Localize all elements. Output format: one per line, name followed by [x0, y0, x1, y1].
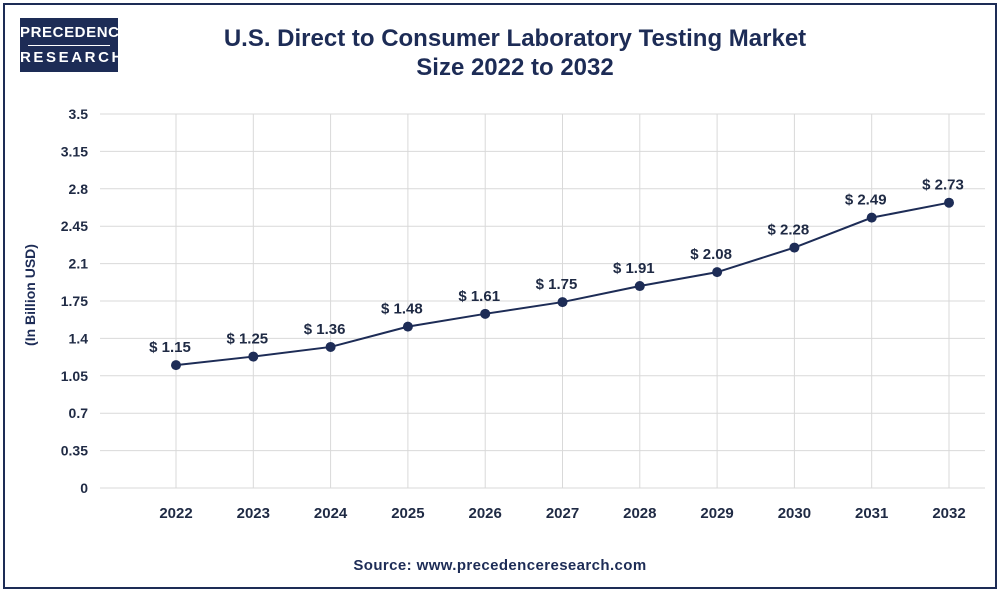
data-label: $ 2.28 — [768, 222, 810, 239]
data-point — [557, 297, 568, 308]
data-label: $ 2.08 — [690, 246, 732, 263]
chart-title: U.S. Direct to Consumer Laboratory Testi… — [200, 24, 830, 82]
chart-title-line-1: U.S. Direct to Consumer Laboratory Testi… — [223, 25, 807, 52]
y-tick-label: 1.75 — [61, 293, 88, 309]
x-tick-label: 2022 — [159, 505, 192, 522]
data-point — [789, 242, 800, 253]
y-tick-label: 0.7 — [69, 405, 89, 421]
x-tick-label: 2029 — [700, 505, 733, 522]
data-label: $ 2.73 — [922, 177, 964, 194]
data-label: $ 1.36 — [304, 321, 346, 338]
x-tick-label: 2026 — [469, 505, 502, 522]
chart-title-line-2: Size 2022 to 2032 — [416, 54, 614, 81]
y-tick-label: 2.8 — [69, 181, 89, 197]
chart-frame — [3, 3, 997, 589]
data-label: $ 1.15 — [149, 339, 191, 356]
data-label: $ 1.75 — [536, 276, 578, 293]
data-label: $ 1.25 — [226, 331, 268, 348]
data-point — [712, 267, 723, 278]
x-tick-label: 2031 — [855, 505, 888, 522]
logo-divider — [28, 45, 110, 46]
y-tick-label: 0.35 — [61, 443, 88, 459]
y-tick-label: 1.4 — [69, 330, 89, 346]
y-tick-label: 2.1 — [69, 256, 89, 272]
x-tick-label: 2023 — [237, 505, 270, 522]
x-tick-label: 2032 — [932, 505, 965, 522]
data-label: $ 1.48 — [381, 301, 423, 318]
y-tick-label: 0 — [80, 480, 88, 496]
data-point — [248, 351, 259, 362]
x-tick-label: 2027 — [546, 505, 579, 522]
x-tick-label: 2025 — [391, 505, 424, 522]
logo-line-1: PRECEDENCE — [20, 24, 131, 41]
data-label: $ 2.49 — [845, 192, 887, 209]
data-label: $ 1.61 — [458, 288, 500, 305]
precedence-research-logo: PRECEDENCE RESEARCH — [20, 18, 131, 72]
logo-line-2: RESEARCH — [20, 49, 125, 66]
y-tick-label: 3.5 — [69, 106, 89, 122]
data-point — [634, 281, 645, 292]
x-tick-label: 2024 — [314, 505, 348, 522]
data-point — [480, 308, 491, 319]
y-tick-label: 2.45 — [61, 218, 88, 234]
y-tick-label: 1.05 — [61, 368, 88, 384]
data-point — [944, 197, 954, 208]
source-note: Source: www.precedenceresearch.com — [353, 557, 647, 574]
x-tick-label: 2028 — [623, 505, 656, 522]
data-point — [171, 360, 181, 371]
data-point — [402, 321, 413, 332]
x-tick-label: 2030 — [778, 505, 811, 522]
data-point — [325, 341, 336, 352]
data-label: $ 1.91 — [613, 260, 655, 277]
data-point — [866, 212, 877, 223]
y-tick-label: 3.15 — [61, 143, 88, 159]
